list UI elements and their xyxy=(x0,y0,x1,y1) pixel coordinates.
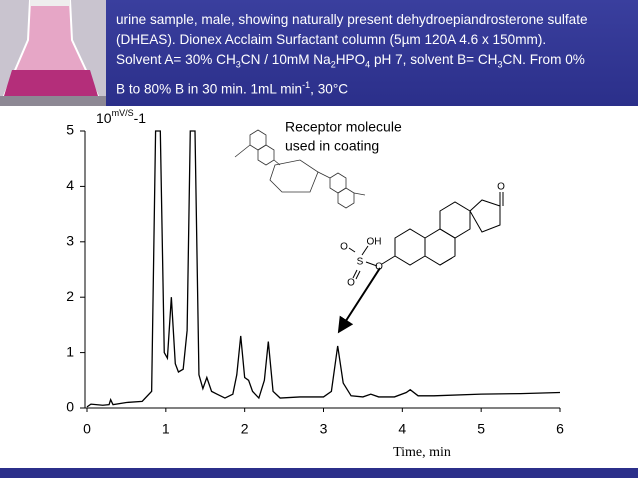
banner-run: , 30°C xyxy=(310,81,349,97)
y-tick-label: 1 xyxy=(66,343,74,359)
x-tick-label: 4 xyxy=(398,421,406,437)
y-axis-label: 10mV/S-1 xyxy=(96,108,146,125)
banner-text: urine sample, male, showing naturally pr… xyxy=(116,10,631,99)
trace xyxy=(86,130,561,408)
banner-run: 3 xyxy=(497,59,503,70)
x-tick-label: 0 xyxy=(83,421,91,437)
atom-label: O xyxy=(375,262,383,273)
banner-run: 3 xyxy=(235,59,241,70)
annotation: used in coating xyxy=(285,138,379,154)
banner-run: Solvent A= 30% CH xyxy=(116,52,236,67)
y-label-base: 10 xyxy=(96,110,112,126)
atom-label: OH xyxy=(367,237,382,248)
receptor-structure xyxy=(234,129,366,209)
banner-run: -1 xyxy=(302,79,311,90)
atom-label: O xyxy=(497,182,505,193)
atom-label: S xyxy=(357,257,364,268)
banner-run: pH 7, solvent B= CH xyxy=(370,52,498,67)
y-label-suffix: -1 xyxy=(134,110,147,126)
banner-line: (DHEAS). Dionex Acclaim Surfactant colum… xyxy=(116,30,631,50)
banner-run: HPO xyxy=(335,52,366,67)
banner-run: CN / 10mM Na xyxy=(240,52,331,67)
y-label-sup: mV/S xyxy=(112,108,134,118)
header-banner: urine sample, male, showing naturally pr… xyxy=(0,0,638,106)
atom-label: O xyxy=(340,242,348,253)
x-tick-label: 2 xyxy=(241,421,249,437)
arrow xyxy=(337,267,381,334)
banner-line: B to 80% B in 30 min. 1mL min-1, 30°C xyxy=(116,75,631,100)
x-tick-label: 6 xyxy=(556,421,564,437)
banner-run: 2 xyxy=(330,59,336,70)
y-tick-label: 0 xyxy=(66,399,74,415)
x-tick-label: 3 xyxy=(320,421,328,437)
y-tick-label: 5 xyxy=(66,122,74,138)
banner-line: Solvent A= 30% CH3CN / 10mM Na2HPO4 pH 7… xyxy=(116,50,631,75)
footer-bar xyxy=(0,468,638,478)
y-tick-label: 3 xyxy=(66,233,74,249)
banner-run: (DHEAS). Dionex Acclaim Surfactant colum… xyxy=(116,32,547,47)
y-tick-label: 2 xyxy=(66,288,74,304)
flask-image xyxy=(0,0,106,106)
x-axis-label: Time, min xyxy=(393,445,451,460)
banner-run: CN. From 0% xyxy=(502,52,585,67)
banner-run: urine sample, male, showing naturally pr… xyxy=(116,12,588,27)
banner-run: B to 80% B in 30 min. 1mL min xyxy=(116,81,303,97)
x-tick-label: 1 xyxy=(162,421,170,437)
annotation: Receptor molecule xyxy=(285,119,402,135)
x-tick-label: 5 xyxy=(477,421,485,437)
dheas-structure xyxy=(348,192,504,280)
banner-run: 4 xyxy=(365,59,371,70)
atom-label: O xyxy=(347,278,355,289)
banner-line: urine sample, male, showing naturally pr… xyxy=(116,10,631,30)
y-tick-label: 4 xyxy=(66,177,74,193)
